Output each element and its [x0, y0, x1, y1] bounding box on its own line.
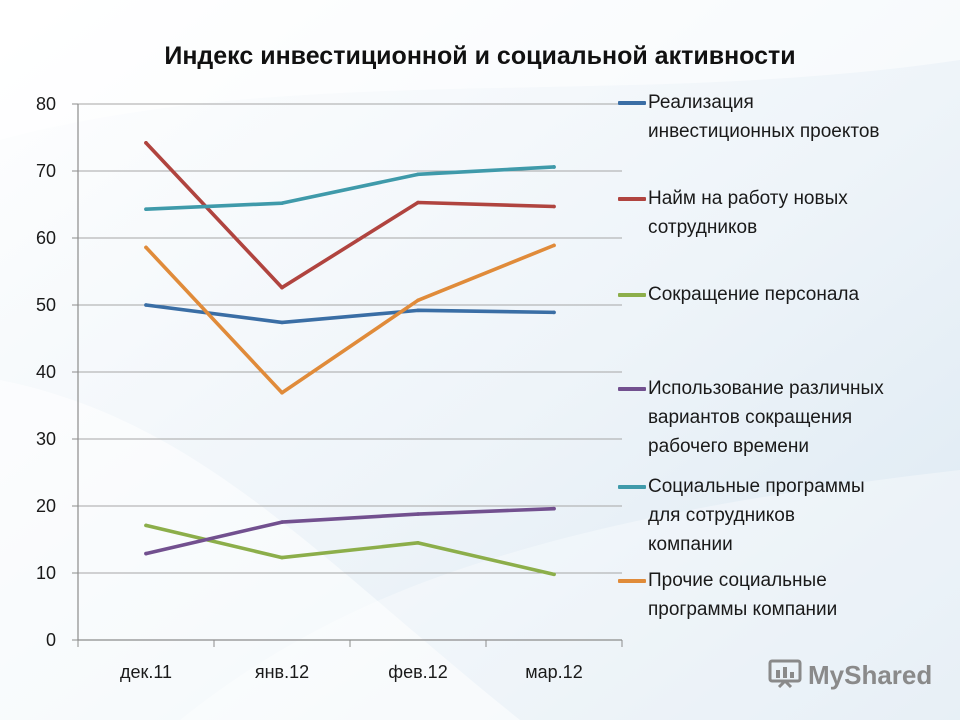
legend-label-line: программы компании [648, 599, 838, 620]
data-point [144, 245, 148, 250]
series-line-1 [144, 303, 556, 325]
grid-lines [78, 103, 622, 574]
series-lines [144, 141, 556, 577]
legend-label-line: компании [648, 534, 733, 555]
legend-label-line: Социальные программы [648, 476, 865, 497]
data-point [552, 572, 556, 577]
legend-label-line: сотрудников [648, 217, 758, 238]
legend-swatch [618, 579, 646, 583]
legend-label: Прочие социальные программы компании [648, 566, 944, 624]
chart-title: Индекс инвестиционной и социальной актив… [164, 42, 796, 70]
data-point [416, 200, 420, 205]
data-point [416, 541, 420, 545]
y-tick-label: 10 [36, 563, 56, 583]
y-tick-label: 80 [36, 94, 56, 114]
data-point [280, 320, 284, 325]
legend-label: Найм на работу новых сотрудников [648, 184, 944, 242]
data-point [280, 201, 284, 205]
data-point [552, 506, 556, 511]
watermark-text: MyShared [808, 660, 933, 690]
legend-label: Использование различных вариантов сокраще… [648, 374, 944, 461]
data-point [280, 520, 284, 524]
presentation-board-icon [768, 659, 802, 688]
data-point [144, 141, 148, 145]
y-tick-label: 60 [36, 228, 56, 248]
legend-label: Реализация инвестиционных проектов [648, 88, 944, 146]
data-point [144, 207, 148, 211]
y-tick-label: 40 [36, 362, 56, 382]
y-tick-labels: 0 10 20 30 40 50 60 70 80 [36, 94, 56, 650]
series-line-3 [144, 523, 556, 577]
x-tick-label: мар.12 [525, 662, 582, 682]
watermark: MyShared [766, 654, 936, 694]
y-tick-label: 20 [36, 496, 56, 516]
y-tick-label: 50 [36, 295, 56, 315]
data-point [552, 243, 556, 248]
legend-label-line: Найм на работу новых [648, 188, 848, 209]
data-point [552, 310, 556, 315]
data-point [416, 298, 420, 303]
x-tick-label: дек.11 [120, 662, 172, 682]
legend-label-line: инвестиционных проектов [648, 121, 880, 142]
data-point [552, 204, 556, 209]
data-point [144, 303, 148, 307]
legend-label-line: Использование различных [648, 378, 884, 399]
data-point [280, 390, 284, 395]
axes [72, 103, 623, 647]
y-tick-label: 70 [36, 161, 56, 181]
data-point [416, 512, 420, 516]
series-line-5 [144, 165, 556, 211]
legend-label-line: Реализация [648, 92, 754, 113]
legend-label-line: вариантов сокращения [648, 407, 853, 428]
legend-label: Социальные программы для сотрудников компа… [648, 472, 944, 559]
legend-swatch [618, 485, 646, 489]
data-point [144, 551, 148, 556]
data-point [144, 523, 148, 528]
legend-swatch [618, 293, 646, 297]
series-line-4 [144, 506, 556, 556]
x-tick-label: фев.12 [388, 662, 447, 682]
y-tick-label: 30 [36, 429, 56, 449]
data-point [416, 308, 420, 313]
legend-swatch [618, 387, 646, 391]
data-point [552, 165, 556, 169]
legend-label-line: Сокращение персонала [648, 284, 860, 305]
legend-swatch [618, 197, 646, 201]
legend-label-line: Прочие социальные [648, 570, 827, 591]
legend-label-line: рабочего времени [648, 436, 809, 457]
data-point [280, 285, 284, 290]
series-line-2 [144, 141, 556, 290]
legend-swatch [618, 101, 646, 105]
x-tick-labels: дек.11 янв.12 фев.12 мар.12 [120, 662, 583, 682]
series-line-6 [144, 243, 556, 395]
legend-label: Сокращение персонала [648, 280, 944, 309]
data-point [416, 172, 420, 177]
y-tick-label: 0 [46, 630, 56, 650]
legend-label-line: для сотрудников [648, 505, 795, 526]
data-point [280, 555, 284, 560]
x-tick-label: янв.12 [255, 662, 309, 682]
